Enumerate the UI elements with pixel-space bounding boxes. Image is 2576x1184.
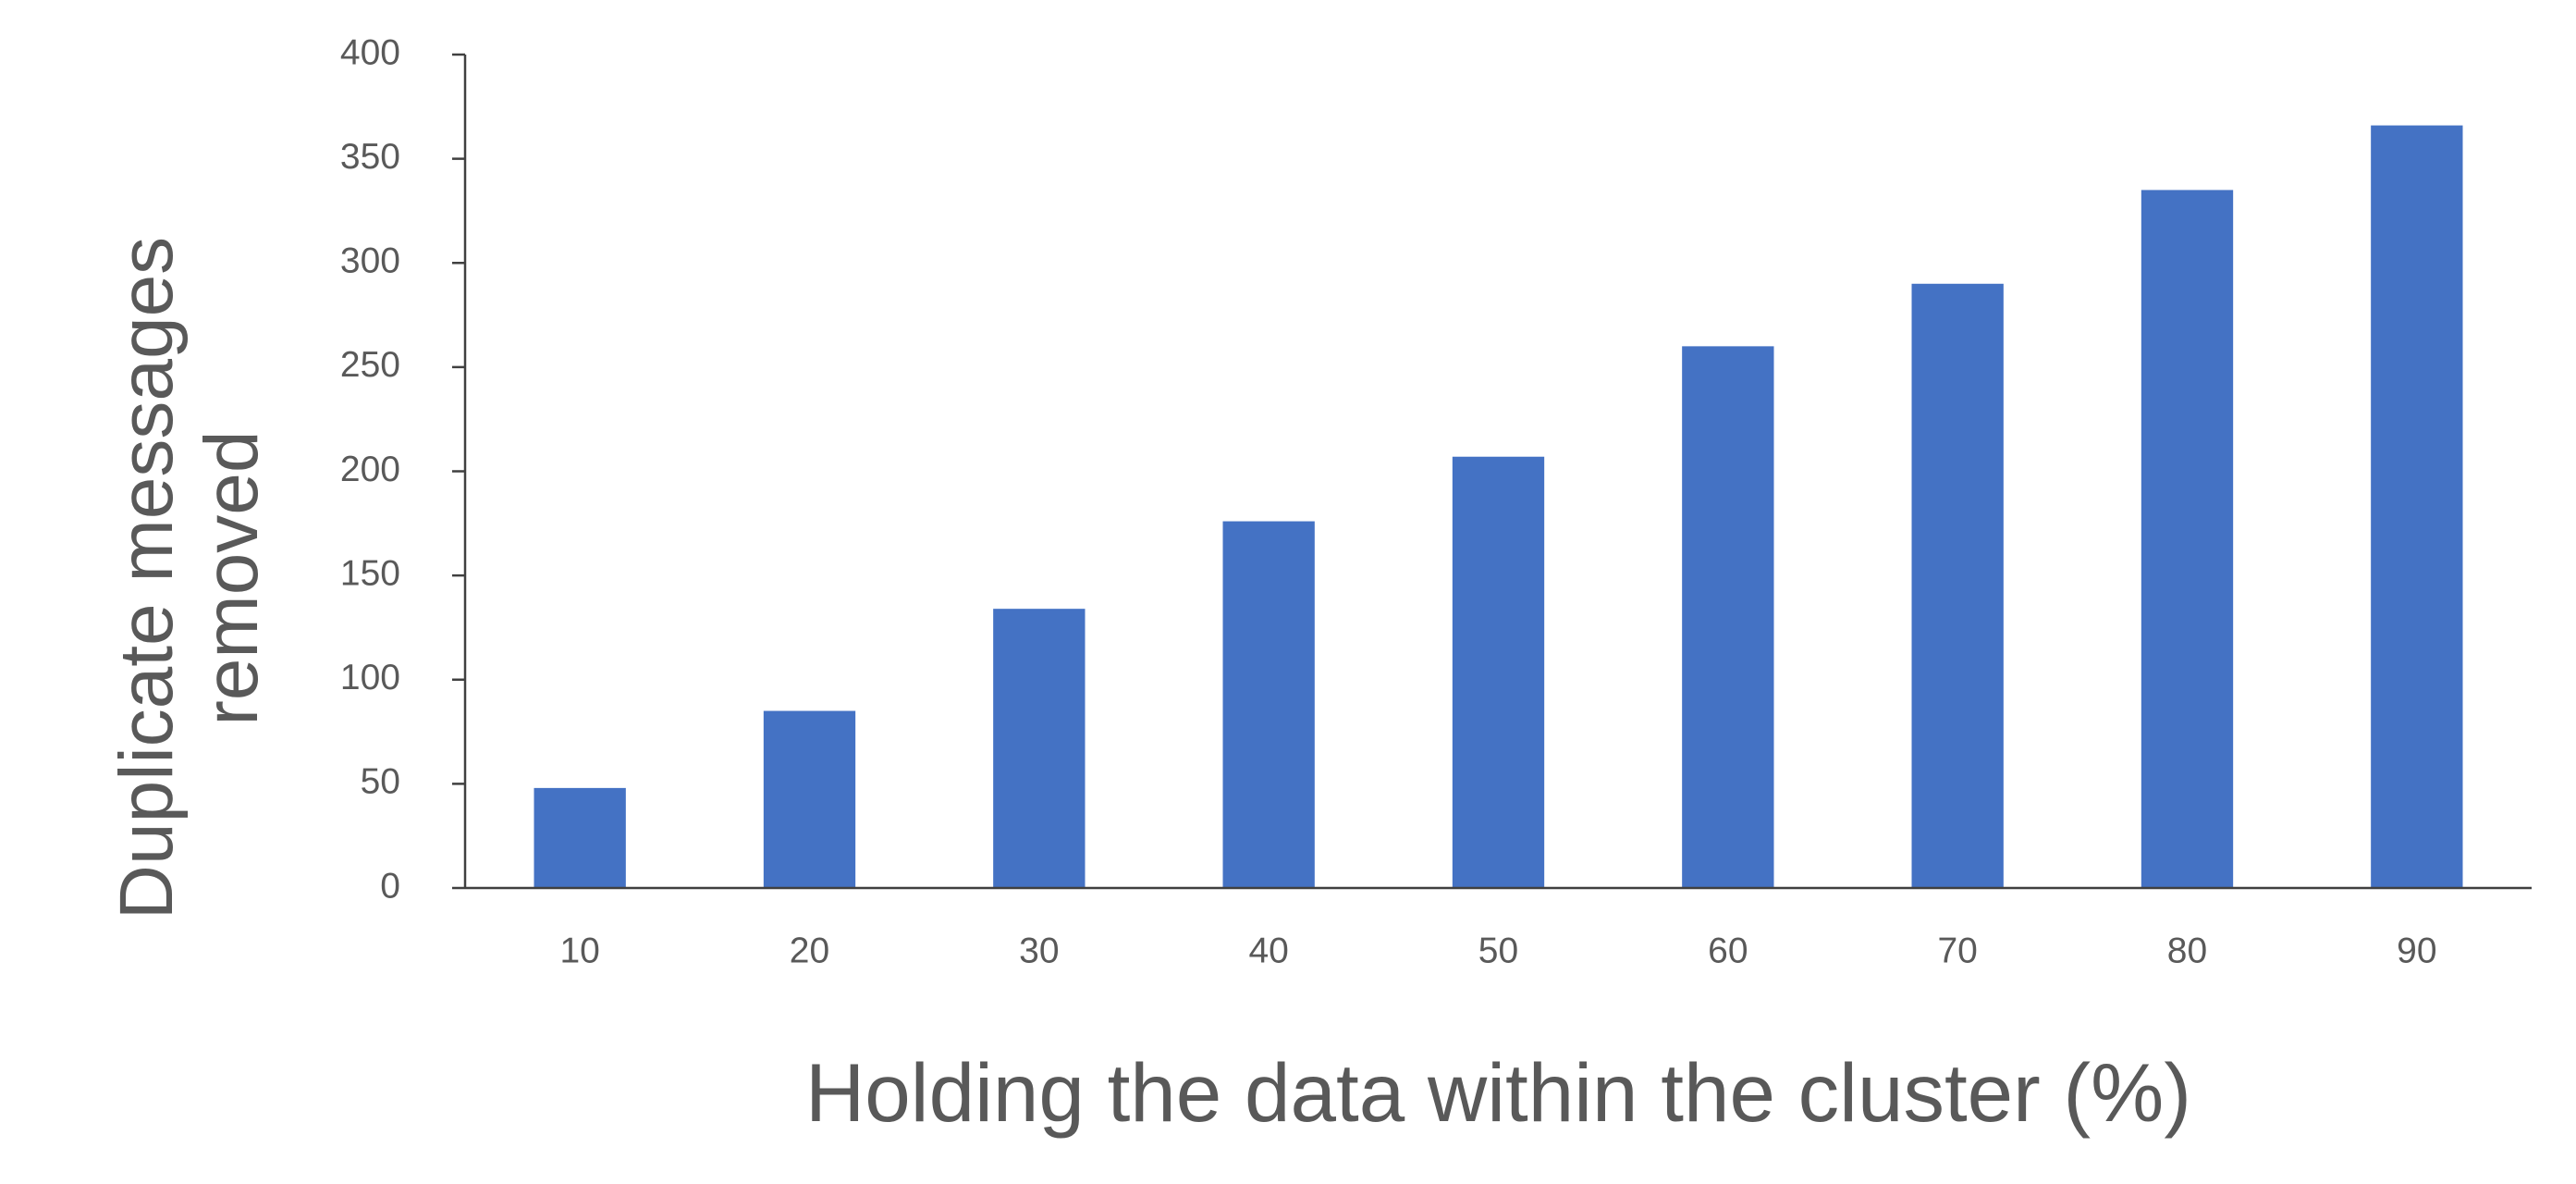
bar [2141,190,2234,889]
x-tick-label: 40 [1248,931,1288,970]
bar [1911,283,2004,888]
bar [763,710,856,888]
y-tick-label: 0 [380,866,400,906]
y-tick-label: 200 [340,450,400,489]
y-tick-label: 350 [340,137,400,177]
bar [993,609,1086,888]
y-tick-label: 150 [340,553,400,593]
x-tick-label: 50 [1478,931,1518,970]
bar [534,787,626,888]
y-tick-label: 50 [361,762,400,802]
y-tick-label: 300 [340,241,400,281]
x-tick-label: 90 [2397,931,2436,970]
y-axis-title: Duplicate messages removed [104,236,274,920]
x-tick-label: 60 [1708,931,1748,970]
y-tick-label: 250 [340,345,400,385]
x-tick-label: 20 [790,931,829,970]
x-tick-label: 80 [2167,931,2207,970]
x-tick-label: 10 [559,931,599,970]
x-tick-label: 30 [1019,931,1059,970]
bar [1682,346,1774,889]
y-tick-label: 100 [340,658,400,697]
x-tick-label: 70 [1937,931,1977,970]
x-axis-title: Holding the data within the cluster (%) [805,1046,2191,1139]
bar [2371,125,2463,888]
y-tick-label: 400 [340,32,400,72]
bar [1452,456,1545,888]
bar [1222,521,1315,888]
